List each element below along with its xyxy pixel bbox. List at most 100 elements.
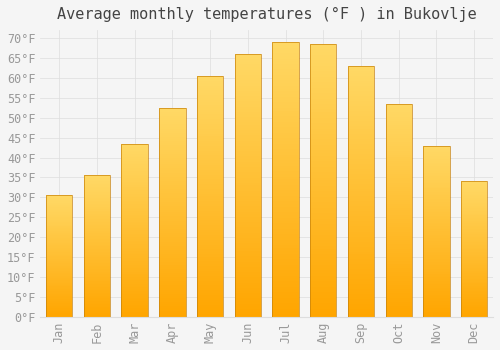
Bar <box>386 272 412 274</box>
Bar <box>424 295 450 296</box>
Bar <box>84 279 110 280</box>
Bar <box>197 314 224 317</box>
Bar <box>234 62 261 64</box>
Bar <box>234 243 261 246</box>
Bar <box>197 298 224 300</box>
Bar <box>386 217 412 219</box>
Bar <box>424 161 450 163</box>
Bar <box>159 292 186 294</box>
Bar <box>159 154 186 156</box>
Bar <box>159 235 186 237</box>
Bar <box>272 42 299 45</box>
Bar <box>272 292 299 295</box>
Bar <box>84 195 110 197</box>
Bar <box>46 228 72 229</box>
Bar <box>461 229 487 230</box>
Bar <box>234 204 261 206</box>
Bar <box>234 125 261 127</box>
Bar <box>348 237 374 239</box>
Bar <box>272 281 299 284</box>
Bar <box>234 133 261 135</box>
Bar <box>234 251 261 254</box>
Bar <box>461 272 487 273</box>
Bar <box>461 181 487 317</box>
Bar <box>159 227 186 229</box>
Bar <box>310 148 336 150</box>
Bar <box>159 143 186 145</box>
Bar <box>272 215 299 218</box>
Bar <box>234 85 261 88</box>
Bar <box>348 151 374 154</box>
Bar <box>46 216 72 217</box>
Bar <box>234 296 261 299</box>
Bar <box>424 260 450 262</box>
Bar <box>348 74 374 76</box>
Bar <box>386 168 412 170</box>
Bar <box>310 156 336 159</box>
Bar <box>197 242 224 245</box>
Bar <box>84 194 110 195</box>
Bar <box>461 301 487 302</box>
Bar <box>122 306 148 308</box>
Bar <box>84 270 110 272</box>
Bar <box>310 295 336 298</box>
Bar <box>84 281 110 283</box>
Bar <box>159 231 186 233</box>
Bar <box>424 164 450 166</box>
Bar <box>310 88 336 90</box>
Bar <box>272 275 299 278</box>
Bar <box>122 303 148 305</box>
Bar <box>310 85 336 88</box>
Bar <box>197 83 224 85</box>
Bar <box>461 262 487 264</box>
Bar <box>424 168 450 169</box>
Bar <box>197 189 224 191</box>
Bar <box>348 96 374 99</box>
Bar <box>84 204 110 205</box>
Bar <box>310 186 336 189</box>
Bar <box>310 197 336 199</box>
Bar <box>234 120 261 122</box>
Bar <box>461 191 487 192</box>
Bar <box>46 309 72 311</box>
Bar <box>159 223 186 225</box>
Bar <box>348 99 374 101</box>
Bar <box>122 289 148 291</box>
Bar <box>122 185 148 187</box>
Bar <box>234 146 261 149</box>
Bar <box>348 146 374 149</box>
Bar <box>424 182 450 183</box>
Bar <box>310 123 336 126</box>
Bar <box>348 121 374 124</box>
Bar <box>197 216 224 218</box>
Bar <box>424 248 450 250</box>
Bar <box>197 172 224 175</box>
Bar <box>122 168 148 169</box>
Bar <box>272 289 299 292</box>
Bar <box>84 233 110 235</box>
Bar <box>159 135 186 137</box>
Bar <box>197 257 224 259</box>
Bar <box>310 273 336 276</box>
Bar <box>46 271 72 272</box>
Bar <box>386 306 412 308</box>
Bar <box>84 199 110 201</box>
Bar <box>348 159 374 161</box>
Bar <box>46 273 72 274</box>
Bar <box>46 237 72 238</box>
Bar <box>310 115 336 118</box>
Bar <box>386 129 412 132</box>
Bar <box>84 191 110 193</box>
Bar <box>386 114 412 117</box>
Bar <box>234 54 261 317</box>
Bar <box>122 144 148 145</box>
Bar <box>46 220 72 221</box>
Bar <box>159 262 186 265</box>
Bar <box>84 188 110 190</box>
Bar <box>424 211 450 212</box>
Bar <box>424 158 450 159</box>
Bar <box>46 263 72 265</box>
Bar <box>159 279 186 281</box>
Bar <box>386 300 412 302</box>
Bar <box>348 204 374 206</box>
